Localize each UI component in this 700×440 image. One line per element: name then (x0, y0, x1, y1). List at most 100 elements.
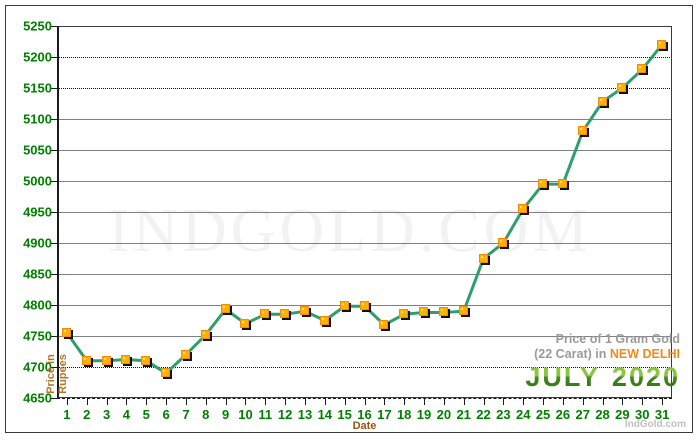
x-tick-label-11: 11 (258, 407, 273, 422)
x-tick-mark-11 (265, 398, 267, 405)
x-tick-label-30: 30 (635, 407, 650, 422)
gridline-5200 (57, 57, 672, 58)
x-tick-mark-2 (86, 398, 88, 405)
x-tick-label-23: 23 (496, 407, 511, 422)
y-tick-label-4800: 4800 (23, 297, 52, 313)
data-point-day-14 (319, 315, 329, 325)
x-tick-mark-19 (424, 398, 426, 405)
data-point-day-18 (399, 309, 409, 319)
y-tick-label-4650: 4650 (23, 390, 52, 406)
data-point-day-2 (81, 355, 91, 365)
data-point-day-31 (657, 39, 667, 49)
y-tick-label-4750: 4750 (23, 328, 52, 344)
data-point-day-22 (478, 253, 488, 263)
data-point-day-12 (280, 309, 290, 319)
data-point-day-4 (121, 354, 131, 364)
y-tick-label-5250: 5250 (23, 18, 52, 34)
y-tick-mark-5100 (51, 119, 57, 120)
x-tick-label-16: 16 (357, 407, 372, 422)
y-tick-label-4900: 4900 (23, 235, 52, 251)
y-tick-mark-5000 (51, 181, 57, 182)
x-tick-mark-1 (66, 398, 68, 405)
x-tick-mark-31 (662, 398, 664, 405)
x-tick-label-27: 27 (575, 407, 590, 422)
y-tick-mark-4950 (51, 212, 57, 213)
x-tick-mark-23 (503, 398, 505, 405)
y-tick-label-4950: 4950 (23, 204, 52, 220)
x-tick-label-5: 5 (142, 407, 150, 422)
x-tick-label-13: 13 (297, 407, 313, 422)
gridline-4850 (57, 274, 672, 275)
x-tick-label-29: 29 (615, 407, 630, 422)
x-tick-mark-6 (166, 398, 168, 405)
y-tick-mark-4750 (51, 336, 57, 337)
data-point-day-30 (637, 64, 647, 74)
x-tick-mark-20 (443, 398, 445, 405)
data-point-day-24 (518, 203, 528, 213)
x-tick-mark-25 (543, 398, 545, 405)
gridline-5150 (57, 88, 672, 89)
y-tick-mark-5150 (51, 88, 57, 89)
x-tick-mark-16 (364, 398, 366, 405)
data-point-day-19 (419, 307, 429, 317)
x-tick-label-3: 3 (102, 407, 111, 422)
data-point-day-28 (597, 96, 607, 106)
x-tick-label-20: 20 (436, 407, 452, 422)
x-tick-mark-21 (463, 398, 465, 405)
x-tick-label-6: 6 (162, 407, 170, 422)
x-tick-mark-3 (106, 398, 108, 405)
y-tick-label-4700: 4700 (23, 359, 52, 375)
x-tick-label-9: 9 (222, 407, 230, 422)
y-axis-labels: 5250 5200 5150 5100 5050 5000 4950 4900 4850 4800… (0, 20, 57, 405)
x-tick-label-19: 19 (416, 407, 432, 422)
data-point-day-3 (101, 355, 111, 365)
x-tick-label-15: 15 (337, 407, 352, 422)
gridline-5050 (57, 150, 672, 151)
data-point-day-5 (141, 355, 151, 365)
y-tick-label-5150: 5150 (23, 80, 52, 96)
data-point-day-6 (161, 368, 171, 378)
x-tick-mark-28 (602, 398, 604, 405)
x-tick-mark-15 (344, 398, 346, 405)
x-tick-label-18: 18 (396, 407, 412, 422)
data-point-day-20 (438, 307, 448, 317)
data-point-day-15 (339, 301, 349, 311)
x-tick-mark-27 (582, 398, 584, 405)
gridline-4750 (57, 336, 672, 337)
x-tick-mark-14 (324, 398, 326, 405)
x-tick-label-7: 7 (182, 407, 190, 422)
x-tick-label-21: 21 (456, 407, 471, 422)
gridline-4900 (57, 243, 672, 244)
data-point-day-11 (260, 309, 270, 319)
x-tick-mark-18 (404, 398, 406, 405)
data-point-day-9 (220, 304, 230, 314)
x-tick-label-31: 31 (654, 407, 670, 422)
y-tick-mark-4900 (51, 243, 57, 244)
data-point-day-29 (617, 83, 627, 92)
x-tick-mark-5 (146, 398, 148, 405)
data-point-day-10 (240, 318, 250, 328)
x-tick-label-17: 17 (377, 407, 392, 422)
x-tick-mark-30 (642, 398, 644, 405)
x-tick-label-26: 26 (555, 407, 571, 422)
gridline-4700 (57, 367, 672, 368)
x-tick-mark-8 (205, 398, 207, 405)
x-tick-mark-22 (483, 398, 485, 405)
x-axis-title: Date (352, 420, 377, 432)
x-tick-mark-24 (523, 398, 525, 405)
plot-area (57, 26, 672, 398)
x-tick-mark-10 (245, 398, 247, 405)
x-tick-mark-4 (126, 398, 128, 405)
data-point-day-17 (379, 319, 389, 329)
y-tick-mark-4800 (51, 305, 57, 306)
chart-border (5, 5, 693, 433)
data-point-day-7 (180, 349, 190, 359)
x-tick-label-10: 10 (238, 407, 253, 422)
y-tick-label-5050: 5050 (23, 142, 52, 158)
footer-credit: IndGold.com (624, 419, 686, 430)
data-point-day-23 (498, 238, 508, 247)
x-tick-label-24: 24 (515, 407, 531, 422)
x-tick-label-25: 25 (535, 407, 551, 422)
y-tick-label-5100: 5100 (23, 111, 52, 127)
